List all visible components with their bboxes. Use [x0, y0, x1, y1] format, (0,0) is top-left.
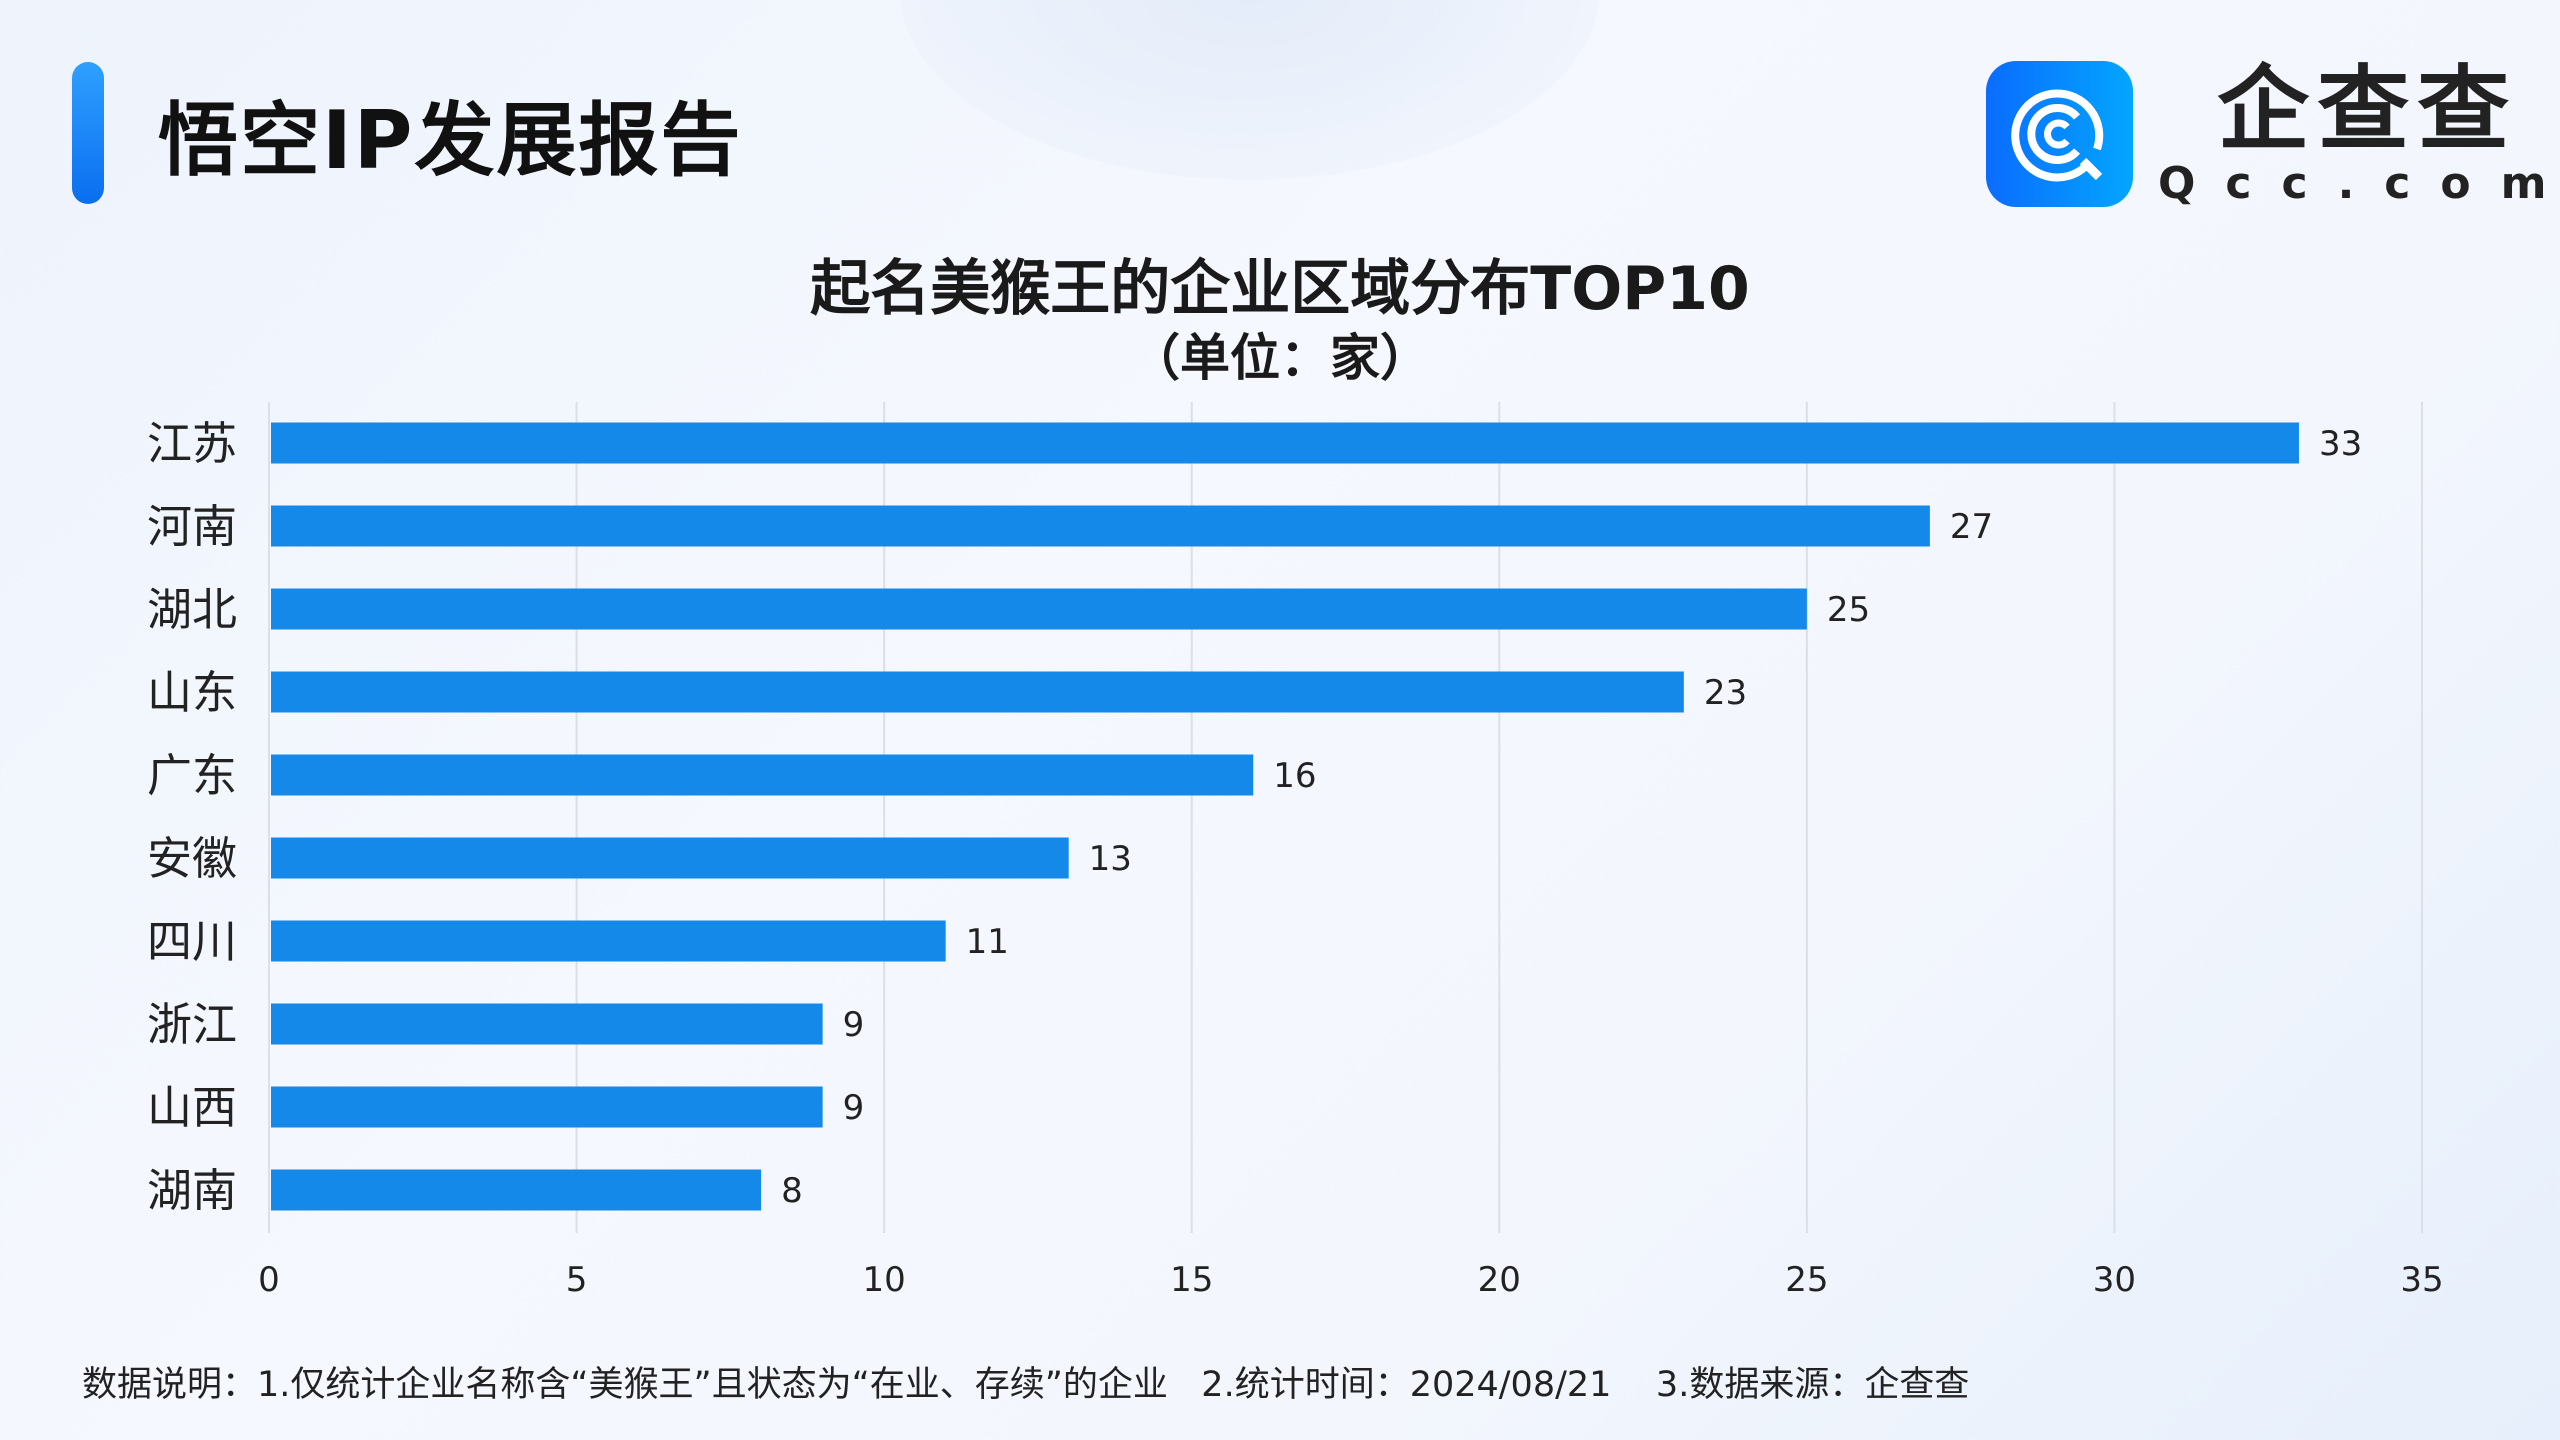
logo-text-en: Qcc.com: [2158, 158, 2560, 209]
category-label: 四川: [147, 915, 237, 968]
value-label: 33: [2319, 424, 2362, 464]
category-label: 山西: [147, 1081, 237, 1134]
qcc-logo-icon: [1986, 61, 2133, 207]
bar: [271, 671, 1684, 713]
category-label: 江苏: [147, 417, 237, 470]
bar: [271, 588, 1807, 630]
value-label: 16: [1273, 756, 1316, 796]
footer-note: 数据说明：1.仅统计企业名称含“美猴王”且状态为“在业、存续”的企业 2.统计时…: [82, 1365, 1970, 1405]
value-label: 9: [843, 1088, 865, 1128]
report-title: 悟空IP发展报告: [158, 94, 743, 187]
value-label: 25: [1827, 590, 1870, 630]
chart-subtitle: （单位：家）: [1130, 329, 1430, 387]
x-tick-label: 30: [2093, 1260, 2136, 1300]
value-label: 27: [1950, 507, 1993, 547]
title-accent-bar: [72, 62, 104, 204]
bar: [271, 505, 1930, 547]
x-tick-label: 0: [258, 1260, 280, 1300]
category-label: 湖南: [147, 1164, 237, 1217]
bar: [271, 1003, 823, 1045]
logo-text-cn: 企查查: [2217, 56, 2518, 163]
bar: [271, 754, 1254, 796]
value-label: 23: [1704, 673, 1747, 713]
x-tick-label: 5: [566, 1260, 588, 1300]
category-label: 山东: [147, 666, 237, 719]
bar: [271, 1086, 823, 1128]
x-tick-label: 25: [1785, 1260, 1828, 1300]
category-label: 安徽: [147, 832, 237, 885]
value-label: 8: [781, 1171, 803, 1211]
bar: [271, 920, 946, 962]
value-label: 11: [966, 922, 1009, 962]
bar: [271, 1169, 762, 1211]
category-label: 河南: [147, 500, 237, 553]
x-tick-label: 15: [1170, 1260, 1213, 1300]
category-label: 广东: [147, 749, 237, 802]
value-label: 9: [843, 1005, 865, 1045]
x-tick-label: 35: [2400, 1260, 2443, 1300]
x-tick-label: 20: [1478, 1260, 1521, 1300]
category-label: 浙江: [147, 998, 237, 1051]
chart-title: 起名美猴王的企业区域分布TOP10: [810, 254, 1750, 324]
value-label: 13: [1089, 839, 1132, 879]
bar: [271, 837, 1069, 879]
category-label: 湖北: [147, 583, 237, 636]
x-tick-label: 10: [863, 1260, 906, 1300]
qcc-logo: 企查查 Qcc.com: [1986, 60, 2560, 208]
bar: [271, 422, 2299, 464]
